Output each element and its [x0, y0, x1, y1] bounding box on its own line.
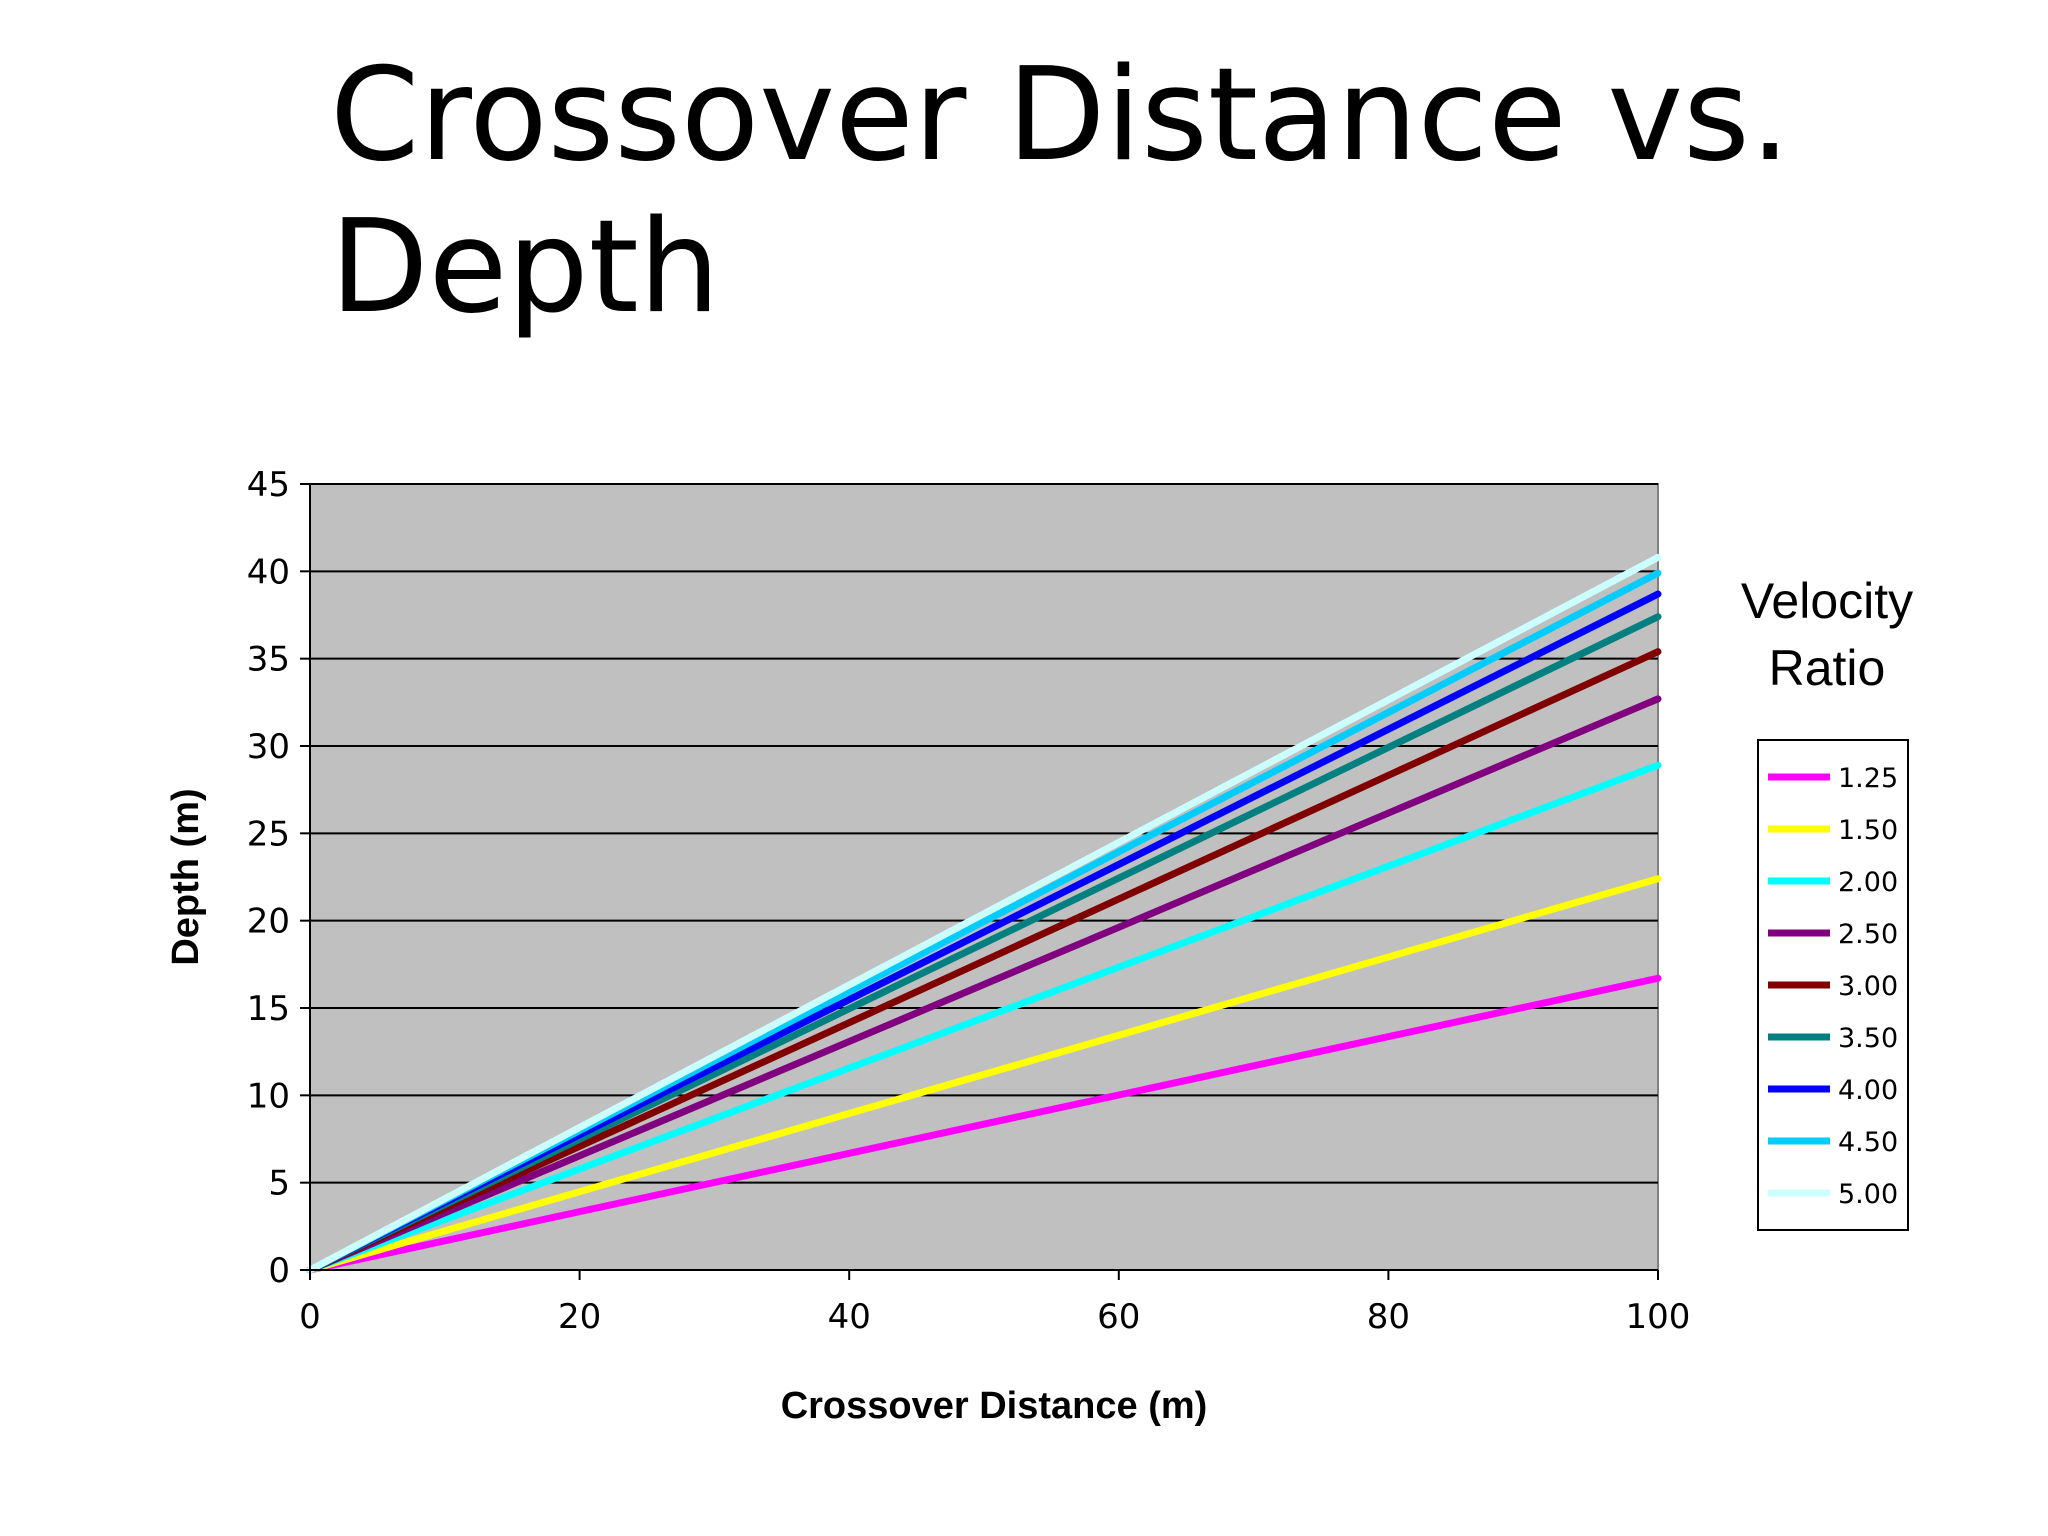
y-tick-label: 35	[247, 640, 290, 680]
gridlines	[310, 483, 1658, 1184]
legend-label: 4.00	[1838, 1075, 1898, 1106]
series-line-3.00	[306, 648, 1662, 1274]
legend-label: 5.00	[1838, 1179, 1898, 1210]
x-tick-label: 60	[1097, 1297, 1140, 1337]
x-tick-label: 80	[1367, 1297, 1410, 1337]
legend-label: 3.50	[1838, 1023, 1898, 1054]
legend-label: 4.50	[1838, 1127, 1898, 1158]
y-tick-label: 40	[247, 552, 290, 592]
x-tick-label: 100	[1626, 1297, 1691, 1337]
y-tick-label: 30	[247, 727, 290, 767]
axes	[309, 484, 1658, 1271]
series-line-5.00	[306, 553, 1662, 1274]
legend-label: 2.00	[1838, 867, 1898, 898]
legend-label: 1.25	[1838, 763, 1898, 794]
y-tick-label: 45	[247, 465, 290, 505]
x-tick-label: 20	[558, 1297, 601, 1337]
series-line-2.50	[306, 695, 1662, 1274]
legend-label: 2.50	[1838, 919, 1898, 950]
series-line-1.25	[306, 974, 1662, 1274]
y-tick-label: 10	[247, 1076, 290, 1116]
y-tick-label: 5	[268, 1164, 290, 1204]
y-tick-label: 0	[268, 1251, 290, 1291]
legend-title-line: Ratio	[1769, 640, 1886, 696]
x-axis-ticks: 0 20 40 60 80 100	[299, 1270, 1690, 1337]
y-tick-label: 25	[247, 814, 290, 854]
y-axis-title: Depth (m)	[165, 788, 207, 965]
slide-title: Crossover Distance vs. Depth	[330, 41, 1791, 342]
y-axis-ticks: 0 5 10 15 20 25 30 35 40 45	[247, 465, 310, 1291]
x-tick-label: 0	[299, 1297, 321, 1337]
series-lines	[306, 553, 1662, 1274]
legend-label: 1.50	[1838, 815, 1898, 846]
legend: 1.25 1.50 2.00 2.50 3.00 3.50 4.00 4.50 5.00	[1757, 739, 1909, 1231]
x-tick-label: 40	[828, 1297, 871, 1337]
series-line-2.00	[306, 761, 1662, 1274]
y-tick-label: 20	[247, 902, 290, 942]
legend-title-line: Velocity	[1741, 573, 1913, 629]
x-axis-title: Crossover Distance (m)	[781, 1385, 1208, 1427]
legend-label: 3.00	[1838, 971, 1898, 1002]
legend-title: Velocity Ratio	[1741, 573, 1913, 696]
plot-area	[309, 483, 1659, 1271]
y-tick-label: 15	[247, 989, 290, 1029]
series-line-1.50	[306, 875, 1662, 1274]
